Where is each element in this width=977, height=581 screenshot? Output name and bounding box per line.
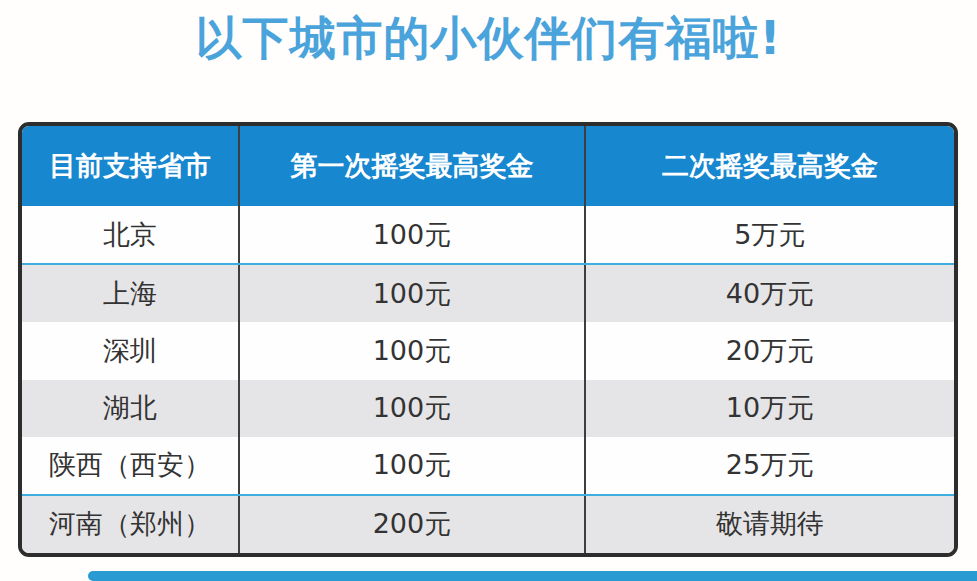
cell-first-prize: 100元 <box>240 265 586 322</box>
cell-second-prize: 敬请期待 <box>586 496 954 553</box>
table-header-row: 目前支持省市 第一次摇奖最高奖金 二次摇奖最高奖金 <box>22 126 954 206</box>
cell-first-prize: 100元 <box>240 437 586 494</box>
table-row-hubei: 湖北 100元 10万元 <box>22 380 954 437</box>
cell-second-prize: 25万元 <box>586 437 954 494</box>
cell-first-prize: 100元 <box>240 206 586 263</box>
page-title: 以下城市的小伙伴们有福啦! <box>0 6 977 70</box>
cell-city: 湖北 <box>22 380 240 437</box>
cell-city: 深圳 <box>22 322 240 379</box>
cell-city: 陕西（西安） <box>22 437 240 494</box>
cell-city: 上海 <box>22 265 240 322</box>
table-row-beijing: 北京 100元 5万元 <box>22 206 954 263</box>
cell-second-prize: 40万元 <box>586 265 954 322</box>
table-row-shenzhen: 深圳 100元 20万元 <box>22 322 954 379</box>
cell-first-prize: 200元 <box>240 496 586 553</box>
header-cell-second-draw: 二次摇奖最高奖金 <box>586 126 954 206</box>
table-row-shanghai: 上海 100元 40万元 <box>22 263 954 322</box>
table-row-henan: 河南（郑州） 200元 敬请期待 <box>22 494 954 553</box>
cell-city: 河南（郑州） <box>22 496 240 553</box>
cell-city: 北京 <box>22 206 240 263</box>
cell-second-prize: 20万元 <box>586 322 954 379</box>
prize-table: 目前支持省市 第一次摇奖最高奖金 二次摇奖最高奖金 北京 100元 5万元 上海… <box>18 122 958 557</box>
cell-second-prize: 5万元 <box>586 206 954 263</box>
header-cell-first-draw: 第一次摇奖最高奖金 <box>240 126 586 206</box>
cell-first-prize: 100元 <box>240 380 586 437</box>
header-cell-province: 目前支持省市 <box>22 126 240 206</box>
cell-first-prize: 100元 <box>240 322 586 379</box>
cell-second-prize: 10万元 <box>586 380 954 437</box>
table-row-shaanxi: 陕西（西安） 100元 25万元 <box>22 437 954 494</box>
bottom-blue-bar <box>88 571 977 581</box>
